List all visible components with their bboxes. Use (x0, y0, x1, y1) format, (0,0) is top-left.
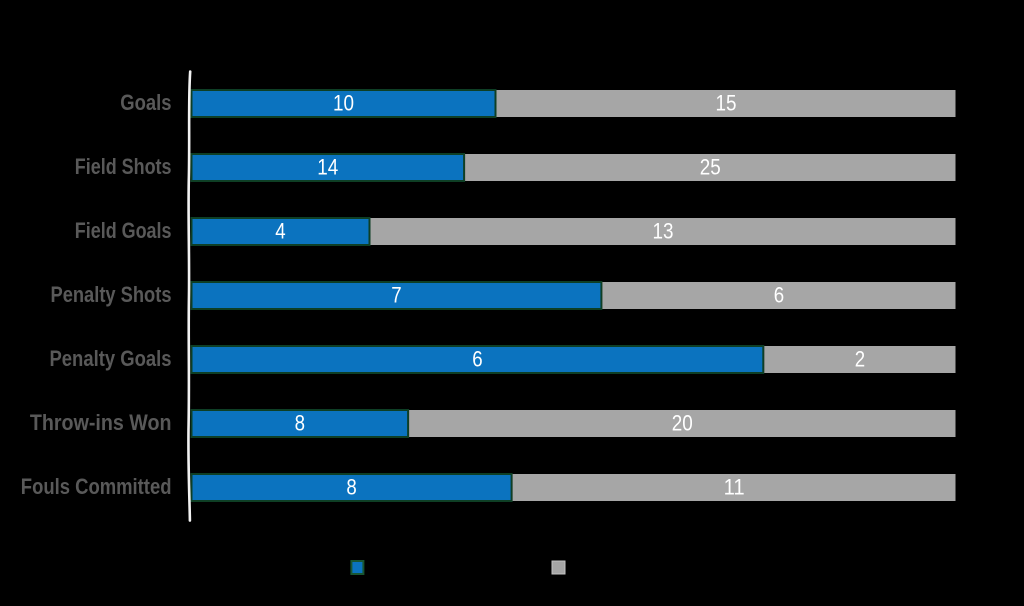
svg-text:Goals: Goals (120, 90, 171, 115)
svg-text:6: 6 (472, 347, 482, 372)
svg-text:20: 20 (672, 411, 693, 436)
svg-text:Fouls Committed: Fouls Committed (21, 474, 172, 499)
svg-text:Field Goals: Field Goals (75, 218, 172, 243)
svg-text:4: 4 (275, 219, 285, 244)
svg-text:11: 11 (724, 475, 745, 500)
svg-text:Field Shots: Field Shots (75, 154, 172, 179)
svg-text:Throw-ins Won: Throw-ins Won (30, 410, 172, 435)
svg-text:2: 2 (855, 347, 865, 372)
svg-text:Penalty Shots: Penalty Shots (51, 282, 172, 307)
svg-text:14: 14 (317, 155, 338, 180)
svg-text:15: 15 (716, 91, 737, 116)
svg-text:10: 10 (333, 91, 354, 116)
svg-text:25: 25 (700, 155, 721, 180)
svg-text:8: 8 (346, 475, 356, 500)
svg-text:7: 7 (391, 283, 401, 308)
svg-text:6: 6 (774, 283, 784, 308)
svg-text:Penalty Goals: Penalty Goals (50, 346, 172, 371)
svg-text:13: 13 (653, 219, 674, 244)
svg-text:8: 8 (295, 411, 305, 436)
